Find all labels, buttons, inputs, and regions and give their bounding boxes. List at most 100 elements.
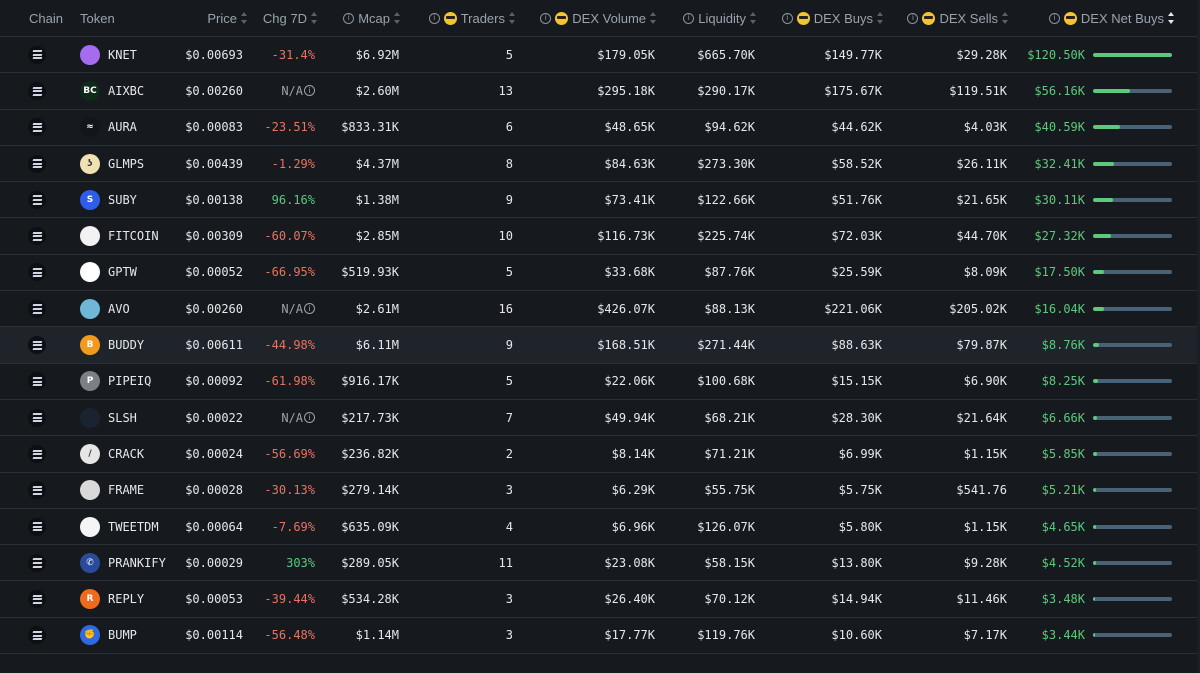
sort-desc-icon	[1168, 12, 1175, 24]
header-price-label: Price	[207, 10, 237, 26]
token-cell[interactable]: BC AIXBC	[80, 73, 144, 108]
sort-icon	[650, 12, 657, 24]
header-dex-net-buys-label: DEX Net Buys	[1080, 10, 1164, 26]
table-row[interactable]: S SUBY $0.00138 96.16% $1.38M 9 $73.41K $122.66…	[0, 182, 1200, 219]
table-row[interactable]: R REPLY $0.00053 -39.44% $534.28K 3 $26.40K $70…	[0, 581, 1200, 618]
dex-sells-value: $541.76	[956, 483, 1007, 498]
header-price[interactable]: Price	[180, 0, 248, 36]
token-cell[interactable]: SLSH	[80, 400, 137, 435]
dex-buys-value: $51.76K	[831, 192, 882, 207]
table-row[interactable]: BC AIXBC $0.00260 N/A i $2.60M 13 $295.18K $290.…	[0, 73, 1200, 110]
net-buys-bar	[1093, 451, 1172, 456]
table-row[interactable]: ✊ BUMP $0.00114 -56.48% $1.14M 3 $17.77K $119.7…	[0, 618, 1200, 655]
token-cell[interactable]: ≈ AURA	[80, 110, 137, 145]
table-row[interactable]: TWEETDM $0.00064 -7.69% $635.09K 4 $6.96K $126…	[0, 509, 1200, 546]
price-cell: $0.00028	[170, 473, 243, 508]
info-icon[interactable]: i	[428, 12, 440, 24]
chg7d-cell: 303%	[250, 545, 315, 580]
token-logo-icon: /	[80, 443, 100, 464]
dex-net-buys-cell: $8.76K	[1010, 327, 1085, 362]
info-icon[interactable]: i	[343, 12, 355, 24]
token-cell[interactable]: B BUDDY	[80, 327, 144, 362]
traders-value: 7	[505, 410, 513, 425]
token-symbol: TWEETDM	[108, 519, 159, 534]
dex-buys-cell: $88.63K	[770, 327, 882, 362]
table-row[interactable]: AVO $0.00260 N/A i $2.61M 16 $426.07K $88.13K $2…	[0, 291, 1200, 328]
table-row[interactable]: SLSH $0.00022 N/A i $217.73K 7 $49.94K $68.21K $…	[0, 400, 1200, 437]
token-cell[interactable]: S SUBY	[80, 182, 137, 217]
info-icon[interactable]: i	[781, 12, 793, 24]
token-cell[interactable]: P PIPEIQ	[80, 364, 151, 399]
chain-cell	[28, 618, 46, 653]
chg7d-value: N/A	[281, 301, 303, 316]
token-cell[interactable]: ✊ BUMP	[80, 618, 137, 653]
table-row[interactable]: ≈ AURA $0.00083 -23.51% $833.31K 6 $48.65K $94.…	[0, 110, 1200, 146]
token-cell[interactable]: KNET	[80, 37, 137, 72]
table-row[interactable]: KNET $0.00693 -31.4% $6.92M 5 $179.05K $665.70…	[0, 37, 1200, 74]
token-symbol: BUDDY	[108, 338, 145, 353]
token-cell[interactable]: AVO	[80, 291, 130, 326]
info-icon[interactable]: i	[304, 85, 315, 97]
header-dex-volume[interactable]: i DEX Volume	[520, 0, 657, 36]
liquidity-value: $94.62K	[704, 120, 755, 135]
dex-net-buys-cell: $3.48K	[1010, 581, 1085, 616]
header-dex-buys[interactable]: i DEX Buys	[760, 0, 884, 36]
net-buys-bar-fill	[1093, 415, 1098, 420]
token-cell[interactable]: GPTW	[80, 255, 137, 290]
token-cell[interactable]: FRAME	[80, 473, 144, 508]
traders-value: 3	[505, 592, 513, 607]
header-liquidity[interactable]: i Liquidity	[660, 0, 757, 36]
net-buys-bar	[1093, 197, 1172, 202]
table-row[interactable]: GPTW $0.00052 -66.95% $519.93K 5 $33.68K $87.7…	[0, 255, 1200, 292]
chg7d-cell: -31.4%	[250, 37, 315, 72]
table-row[interactable]: B BUDDY $0.00611 -44.98% $6.11M 9 $168.51K $271…	[0, 327, 1200, 364]
dex-volume-cell: $168.51K	[540, 327, 655, 362]
info-icon[interactable]: i	[540, 12, 552, 24]
token-cell[interactable]: ✆ PRANKIFY	[80, 545, 166, 580]
dex-net-buys-value: $16.04K	[1034, 301, 1085, 316]
dex-sells-value: $4.03K	[963, 120, 1007, 135]
token-logo-icon	[80, 298, 100, 319]
info-icon[interactable]: i	[907, 12, 919, 24]
chain-cell	[28, 146, 46, 181]
token-cell[interactable]: / CRACK	[80, 436, 144, 471]
header-dex-sells[interactable]: i DEX Sells	[890, 0, 1009, 36]
header-chg7d[interactable]: Chg 7D	[250, 0, 318, 36]
net-buys-bar-fill	[1093, 197, 1113, 202]
dex-buys-value: $58.52K	[831, 156, 882, 171]
net-buys-bar	[1093, 343, 1172, 348]
header-traders[interactable]: i Traders	[410, 0, 516, 36]
token-cell[interactable]: R REPLY	[80, 581, 144, 616]
table-row[interactable]: / CRACK $0.00024 -56.69% $236.82K 2 $8.14K $71.…	[0, 436, 1200, 473]
token-cell[interactable]: TWEETDM	[80, 509, 159, 544]
info-icon[interactable]: i	[1048, 12, 1060, 24]
table-row[interactable]: P PIPEIQ $0.00092 -61.98% $916.17K 5 $22.06K $1…	[0, 364, 1200, 400]
token-logo-icon: S	[80, 189, 100, 210]
token-cell[interactable]: FITCOIN	[80, 218, 159, 253]
header-token[interactable]: Token	[80, 0, 115, 36]
header-mcap[interactable]: i Mcap	[320, 0, 401, 36]
traders-value: 11	[498, 555, 513, 570]
info-icon[interactable]: i	[304, 412, 315, 424]
token-logo-icon	[80, 407, 100, 428]
table-row[interactable]: ʖ GLMPS $0.00439 -1.29% $4.37M 8 $84.63K $273.3…	[0, 146, 1200, 183]
token-cell[interactable]: ʖ GLMPS	[80, 146, 144, 181]
solana-chain-icon	[28, 481, 46, 500]
price-cell: $0.00064	[170, 509, 243, 544]
dex-sells-cell: $21.65K	[900, 182, 1007, 217]
table-row[interactable]: FRAME $0.00028 -30.13% $279.14K 3 $6.29K $55.7…	[0, 473, 1200, 509]
info-icon[interactable]: i	[683, 12, 695, 24]
table-row[interactable]: ✆ PRANKIFY $0.00029 303% $289.05K 11 $23.08K $5…	[0, 545, 1200, 582]
dex-sells-cell: $1.15K	[900, 436, 1007, 471]
chg7d-value: N/A	[281, 410, 303, 425]
dex-buys-cell: $28.30K	[770, 400, 882, 435]
table-row[interactable]: FITCOIN $0.00309 -60.07% $2.85M 10 $116.73K $2…	[0, 218, 1200, 255]
liquidity-cell: $100.68K	[660, 364, 755, 399]
info-icon[interactable]: i	[304, 303, 315, 315]
sunglasses-emoji-icon	[443, 11, 457, 25]
dex-buys-value: $44.62K	[831, 120, 882, 135]
dex-buys-cell: $10.60K	[770, 618, 882, 653]
header-chain[interactable]: Chain	[29, 0, 63, 36]
header-dex-net-buys[interactable]: i DEX Net Buys	[1010, 0, 1175, 36]
scrollbar[interactable]	[1197, 0, 1200, 673]
